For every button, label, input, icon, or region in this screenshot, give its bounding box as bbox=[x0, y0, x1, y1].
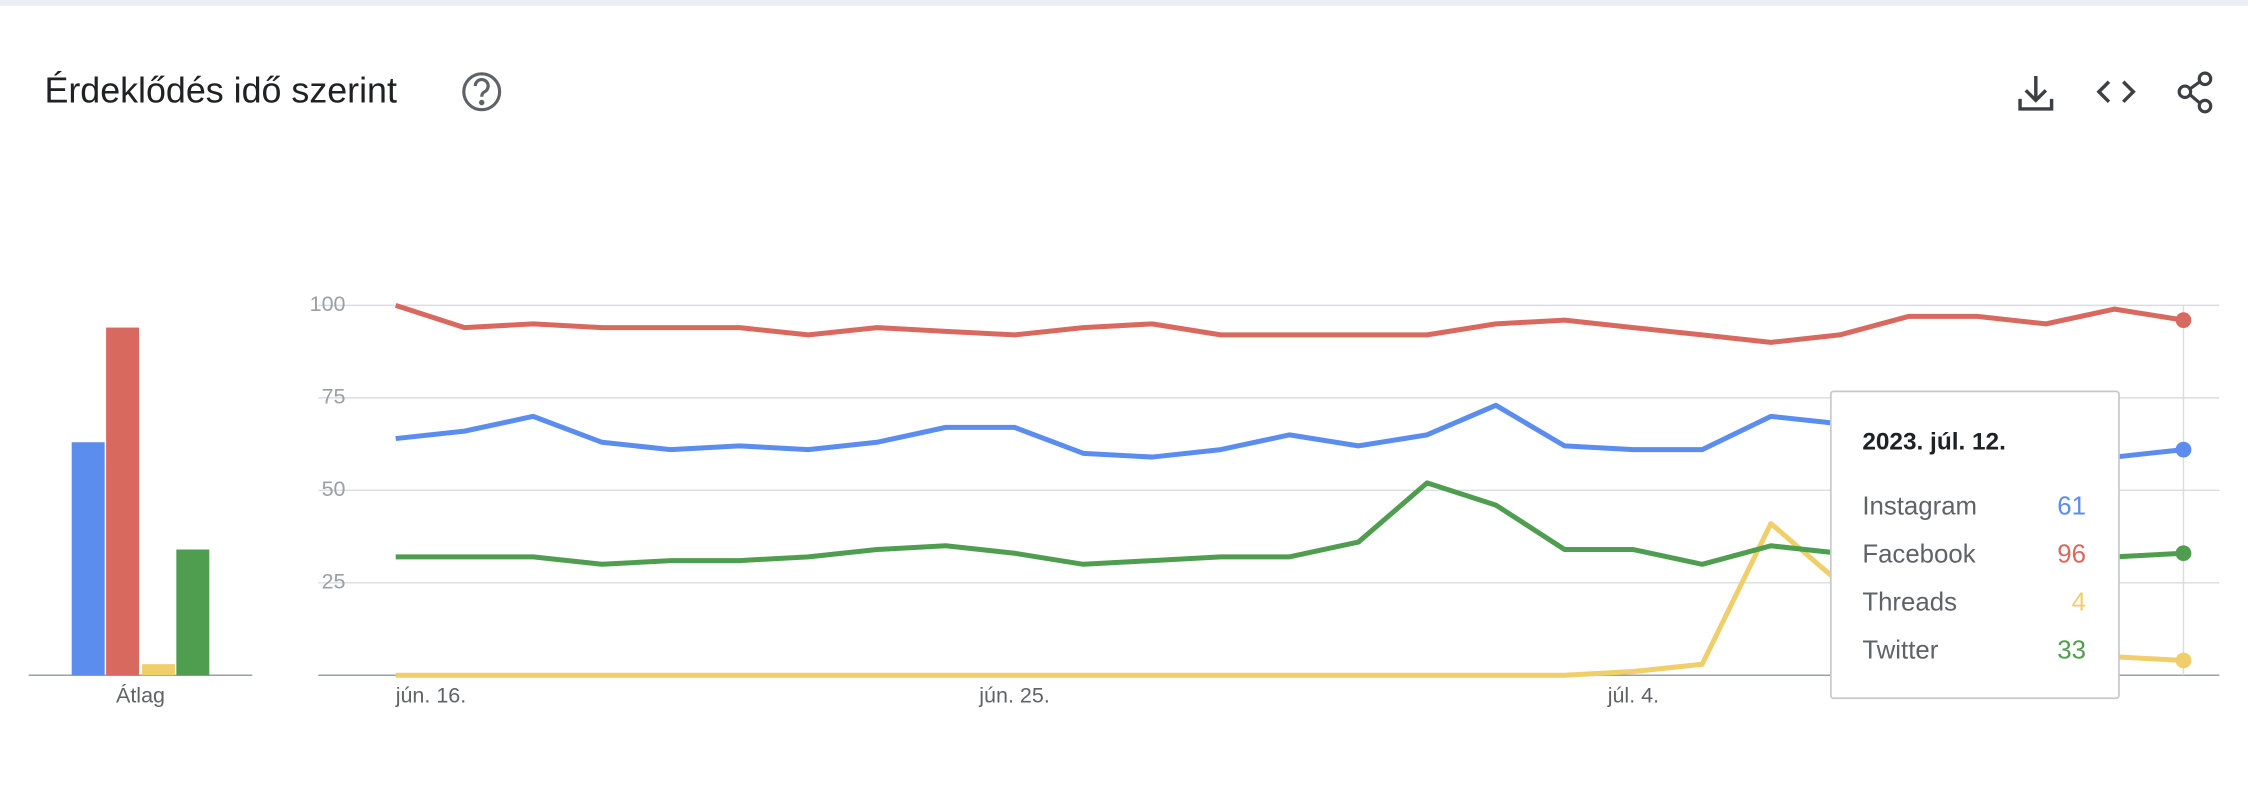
tooltip-value: 33 bbox=[2057, 636, 2086, 664]
tooltip: 2023. júl. 12. Instagram 61 Facebook 96 Threa… bbox=[1829, 390, 2120, 700]
help-icon[interactable] bbox=[462, 72, 502, 112]
series-line bbox=[394, 302, 2184, 345]
tooltip-series-name: Threads bbox=[1862, 588, 1957, 616]
average-label: Átlag bbox=[116, 682, 165, 707]
share-icon[interactable] bbox=[2177, 71, 2213, 114]
tooltip-value: 4 bbox=[2072, 588, 2086, 616]
tooltip-series-name: Facebook bbox=[1862, 540, 1975, 568]
x-tick-label: jún. 25. bbox=[978, 683, 1050, 707]
average-bar bbox=[141, 664, 175, 676]
download-icon[interactable] bbox=[2018, 75, 2054, 111]
tooltip-box bbox=[1829, 390, 2120, 700]
y-tick-label: 100 bbox=[310, 292, 346, 316]
tooltip-title: 2023. júl. 12. bbox=[1862, 428, 2006, 455]
x-tick-label: júl. 4. bbox=[1607, 683, 1659, 707]
x-tick-label: jún. 16. bbox=[395, 683, 467, 707]
average-bar bbox=[106, 327, 140, 676]
tooltip-value: 61 bbox=[2057, 492, 2086, 520]
embed-icon[interactable] bbox=[2096, 80, 2136, 104]
hover-dot bbox=[2175, 441, 2192, 458]
y-tick-label: 75 bbox=[322, 385, 346, 409]
y-tick-label: 25 bbox=[322, 569, 346, 593]
y-tick-label: 50 bbox=[322, 477, 346, 501]
hover-dot bbox=[2175, 652, 2192, 669]
chart-title: Érdeklődés idő szerint bbox=[44, 71, 397, 111]
top-band bbox=[0, 0, 2248, 6]
tooltip-series-name: Instagram bbox=[1862, 492, 1977, 520]
tooltip-value: 96 bbox=[2057, 540, 2086, 568]
average-bar bbox=[176, 549, 210, 676]
tooltip-series-name: Twitter bbox=[1862, 636, 1938, 664]
average-bar bbox=[71, 442, 105, 676]
hover-dot bbox=[2175, 312, 2192, 329]
hover-dot bbox=[2175, 545, 2192, 562]
